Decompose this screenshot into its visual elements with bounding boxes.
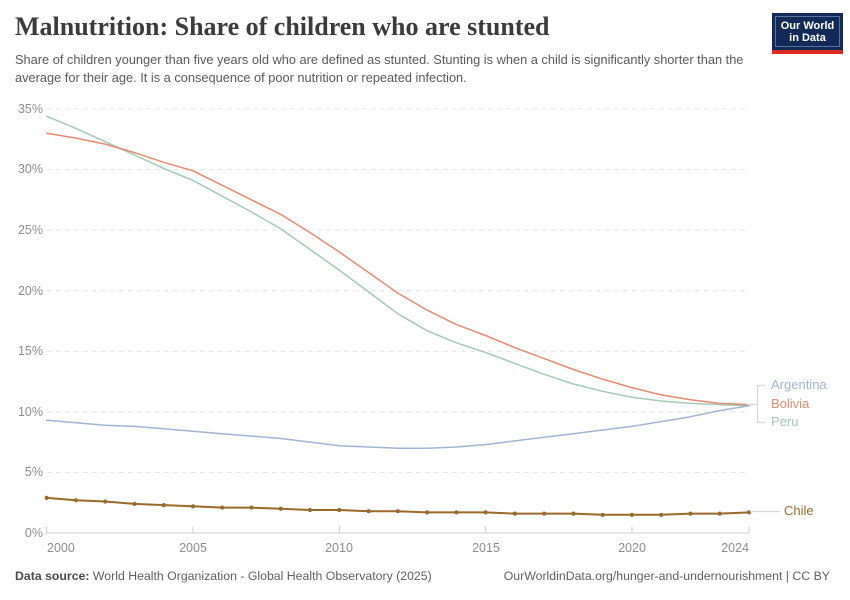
data-point-marker [454, 510, 459, 515]
data-point-marker [366, 509, 371, 514]
y-axis-tick-label: 30% [17, 162, 43, 176]
data-point-marker [132, 501, 137, 507]
series-label-chile[interactable]: Chile [784, 503, 814, 518]
y-axis-tick-label: 10% [17, 405, 43, 419]
x-axis-tick-label: 2020 [618, 541, 646, 555]
page-title: Malnutrition: Share of children who are … [15, 12, 550, 41]
data-point-marker [659, 512, 664, 517]
data-point-marker [161, 503, 166, 508]
data-point-marker [337, 507, 342, 513]
data-point-marker [425, 510, 430, 515]
x-axis-tick-label: 2000 [47, 541, 75, 555]
chart-subtitle: Share of children younger than five year… [15, 52, 744, 85]
license-link[interactable]: OurWorldinData.org/hunger-and-undernouri… [503, 569, 830, 583]
data-point-marker [307, 507, 313, 513]
legend-connector [756, 384, 765, 424]
y-axis-tick-label: 20% [17, 284, 43, 298]
data-point-marker [249, 505, 254, 510]
series-line-argentina[interactable] [45, 405, 750, 449]
y-axis-tick-label: 25% [17, 223, 43, 237]
data-point-marker [190, 504, 196, 509]
series-label-argentina[interactable]: Argentina [771, 377, 827, 392]
y-axis-tick-label: 35% [17, 102, 43, 116]
data-point-marker [600, 512, 605, 517]
data-point-marker [717, 511, 722, 516]
owid-logo-frame: Our World in Data [775, 16, 840, 47]
x-axis-tick-label: 2015 [472, 541, 500, 555]
data-point-marker [44, 495, 49, 500]
y-axis-tick-label: 15% [17, 344, 43, 358]
owid-logo-text-line1: Our World [780, 19, 835, 32]
data-point-marker [278, 506, 283, 511]
data-point-marker [220, 505, 225, 510]
data-point-marker [103, 499, 108, 504]
data-point-marker [512, 511, 518, 516]
owid-logo[interactable]: Our World in Data [772, 13, 843, 54]
x-axis-tick-label: 2010 [325, 541, 353, 555]
y-axis-tick-label: 0% [24, 526, 43, 540]
owid-logo-text-line2: in Data [789, 31, 826, 44]
data-point-marker [571, 511, 576, 516]
series-label-peru[interactable]: Peru [771, 414, 799, 429]
data-point-marker [688, 511, 693, 516]
series-line-bolivia[interactable] [45, 132, 750, 406]
data-point-marker [629, 512, 635, 517]
series-line-peru[interactable] [45, 115, 750, 407]
data-point-marker [542, 511, 547, 516]
x-axis-tick-label: 2024 [721, 541, 749, 555]
x-axis-tick-label: 2005 [179, 541, 207, 555]
data-source-label: Data source: [15, 569, 90, 583]
data-source-text: World Health Organization - Global Healt… [89, 569, 432, 583]
data-point-marker [483, 510, 488, 515]
chart-footer: Data source: World Health Organization -… [15, 568, 835, 584]
series-label-bolivia[interactable]: Bolivia [771, 396, 810, 411]
data-point-marker [395, 509, 400, 514]
data-point-marker [73, 498, 79, 503]
y-axis-tick-label: 5% [24, 465, 43, 479]
